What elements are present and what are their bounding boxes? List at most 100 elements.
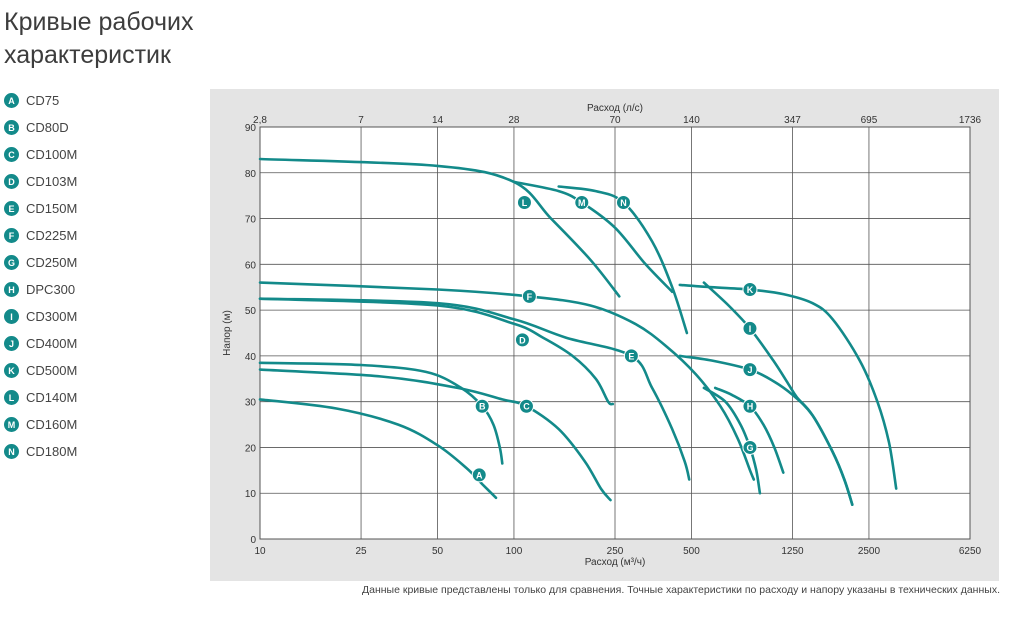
legend-item-j: J CD400M [4, 330, 77, 357]
curve-marker-e [623, 348, 639, 364]
legend-item-c: C CD100M [4, 141, 77, 168]
legend-badge: A [4, 93, 19, 108]
y-tick-label: 60 [245, 260, 257, 271]
curve-marker-d [514, 332, 530, 348]
curve-marker-c [518, 398, 534, 414]
y-tick-label: 40 [245, 352, 257, 363]
x2-tick-label: 28 [508, 115, 520, 126]
curve-marker-g [742, 439, 758, 455]
legend-label: CD400M [26, 336, 78, 351]
legend-badge: K [4, 363, 19, 378]
legend-item-k: K CD500M [4, 357, 77, 384]
curve-marker-l [516, 195, 532, 211]
curve-m [512, 180, 674, 294]
legend-item-d: D CD103M [4, 168, 77, 195]
legend-label: CD75 [26, 93, 60, 108]
legend-item-h: H DPC300 [4, 276, 77, 303]
x-tick-label: 25 [355, 546, 367, 557]
curve-marker-label: M [578, 198, 586, 208]
legend-badge: D [4, 174, 19, 189]
curve-marker-label: K [747, 285, 754, 295]
legend-label: CD80D [26, 120, 69, 135]
x2-tick-label: 695 [861, 115, 878, 126]
legend-label: CD180M [26, 444, 78, 459]
curve-b [258, 361, 504, 465]
curve-k [678, 283, 898, 490]
curve-marker-label: A [476, 470, 483, 480]
page-title-line2: характеристик [4, 41, 171, 69]
x2-axis-label: Расход (л/с) [587, 103, 643, 114]
legend-badge: N [4, 444, 19, 459]
y-axis-label: Напор (м) [222, 310, 233, 356]
curve-h [713, 386, 785, 474]
curve-marker-label: H [747, 402, 754, 412]
legend-badge: C [4, 147, 19, 162]
curve-marker-label: F [527, 292, 533, 302]
curve-marker-label: G [746, 443, 753, 453]
curve-marker-label: L [522, 198, 528, 208]
x-tick-label: 10 [254, 546, 266, 557]
legend-item-e: E CD150M [4, 195, 77, 222]
y-tick-label: 50 [245, 306, 257, 317]
curve-marker-b [474, 398, 490, 414]
y-tick-label: 70 [245, 215, 257, 226]
x2-tick-label: 70 [609, 115, 621, 126]
x2-tick-label: 14 [432, 115, 444, 126]
curve-g [702, 386, 762, 495]
x2-tick-label: 347 [784, 115, 801, 126]
curve-legend: A CD75 B CD80D C CD100M D CD103M E CD150M F CD225M G… [4, 87, 77, 465]
x-axis-label: Расход (м³/ч) [585, 557, 646, 568]
legend-label: CD140M [26, 390, 78, 405]
legend-item-a: A CD75 [4, 87, 77, 114]
x2-tick-label: 2,8 [253, 115, 267, 126]
curve-marker-k [742, 282, 758, 298]
curve-marker-label: C [523, 402, 530, 412]
comparison-note: Данные кривые представлены только для ср… [362, 584, 1000, 596]
legend-label: DPC300 [26, 282, 76, 297]
performance-chart: 0102030405060708090102,82575014100282507… [222, 103, 982, 568]
curve-marker-label: B [479, 402, 486, 412]
legend-item-m: M CD160M [4, 411, 77, 438]
legend-item-l: L CD140M [4, 384, 77, 411]
curve-marker-label: N [620, 198, 627, 208]
curve-marker-i [742, 320, 758, 336]
x-tick-label: 1250 [781, 546, 804, 557]
curve-e [258, 297, 691, 481]
legend-badge: F [4, 228, 19, 243]
legend-item-b: B CD80D [4, 114, 77, 141]
legend-item-g: G CD250M [4, 249, 77, 276]
legend-badge: M [4, 417, 19, 432]
x-tick-label: 100 [506, 546, 523, 557]
legend-badge: I [4, 309, 19, 324]
curve-marker-label: I [749, 324, 752, 334]
legend-label: CD300M [26, 309, 78, 324]
performance-chart-panel: 0 10 20 30 40 50 60 70 80 90 10 2,8 25 7 50 14 100 28 250 7… [210, 89, 999, 581]
legend-item-n: N CD180M [4, 438, 77, 465]
curve-marker-label: D [519, 335, 526, 345]
curve-f [258, 281, 756, 481]
curve-marker-m [574, 195, 590, 211]
y-tick-label: 80 [245, 169, 257, 180]
x2-tick-label: 1736 [959, 115, 982, 126]
curve-j [678, 354, 854, 506]
curve-marker-label: E [628, 351, 634, 361]
x-tick-label: 50 [432, 546, 444, 557]
legend-item-i: I CD300M [4, 303, 77, 330]
x-tick-label: 250 [607, 546, 624, 557]
legend-label: CD150M [26, 201, 78, 216]
y-tick-label: 90 [245, 123, 257, 134]
curve-marker-label: J [747, 365, 752, 375]
curve-marker-h [742, 398, 758, 414]
legend-label: CD225M [26, 228, 78, 243]
legend-label: CD100M [26, 147, 78, 162]
page-title-line1: Кривые рабочих [4, 8, 194, 36]
legend-badge: J [4, 336, 19, 351]
y-tick-label: 30 [245, 398, 257, 409]
curve-marker-j [742, 362, 758, 378]
legend-badge: G [4, 255, 19, 270]
legend-badge: H [4, 282, 19, 297]
legend-item-f: F CD225M [4, 222, 77, 249]
curve-marker-n [615, 195, 631, 211]
legend-badge: L [4, 390, 19, 405]
legend-label: CD500M [26, 363, 78, 378]
